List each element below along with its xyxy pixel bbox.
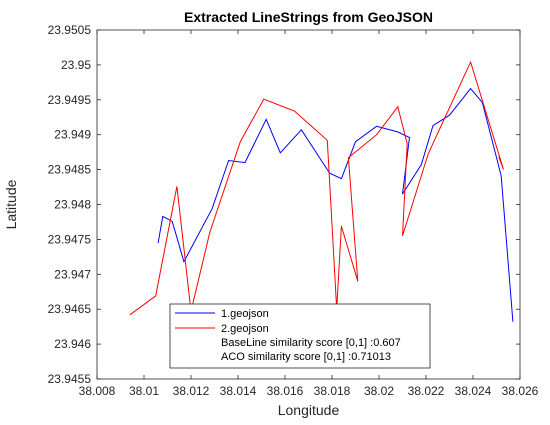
x-ticks: 38.008 38.01 38.012 38.014 38.016 38.018 38.02… [79,30,539,398]
x-tick-label: 38.01 [129,384,159,398]
x-tick-label: 38.014 [220,384,257,398]
x-tick-label: 38.024 [455,384,492,398]
legend-aco-score: ACO similarity score [0,1] :0.71013 [221,351,391,363]
x-tick-label: 38.018 [314,384,351,398]
series-layer [129,60,514,322]
y-tick-label: 23.949 [54,128,91,142]
y-axis-label: Latitude [3,179,19,229]
x-axis-label: Longitude [278,402,340,418]
legend-label-1: 1.geojson [221,308,269,320]
y-tick-label: 23.9495 [48,93,92,107]
y-tick-label: 23.9505 [48,23,92,37]
x-tick-label: 38.008 [79,384,116,398]
y-tick-label: 23.948 [54,198,91,212]
y-tick-label: 23.946 [54,337,91,351]
legend-baseline-score: BaseLine similarity score [0,1] :0.607 [221,337,401,349]
x-tick-label: 38.02 [364,384,394,398]
y-tick-label: 23.9475 [48,232,92,246]
series-line-2 [129,60,504,316]
y-ticks: 23.9455 23.946 23.9465 23.947 23.9475 23.948 2… [48,23,520,386]
x-tick-label: 38.012 [173,384,210,398]
y-tick-label: 23.95 [61,58,91,72]
y-tick-label: 23.9465 [48,302,92,316]
y-tick-label: 23.9455 [48,372,92,386]
x-tick-label: 38.016 [267,384,304,398]
y-tick-label: 23.947 [54,267,91,281]
legend: 1.geojson 2.geojson BaseLine similarity … [169,303,431,369]
legend-box [169,303,431,369]
chart-title: Extracted LineStrings from GeoJSON [184,9,433,25]
x-tick-label: 38.022 [408,384,445,398]
legend-label-2: 2.geojson [221,323,269,335]
x-tick-label: 38.026 [502,384,539,398]
y-tick-label: 23.9485 [48,163,92,177]
